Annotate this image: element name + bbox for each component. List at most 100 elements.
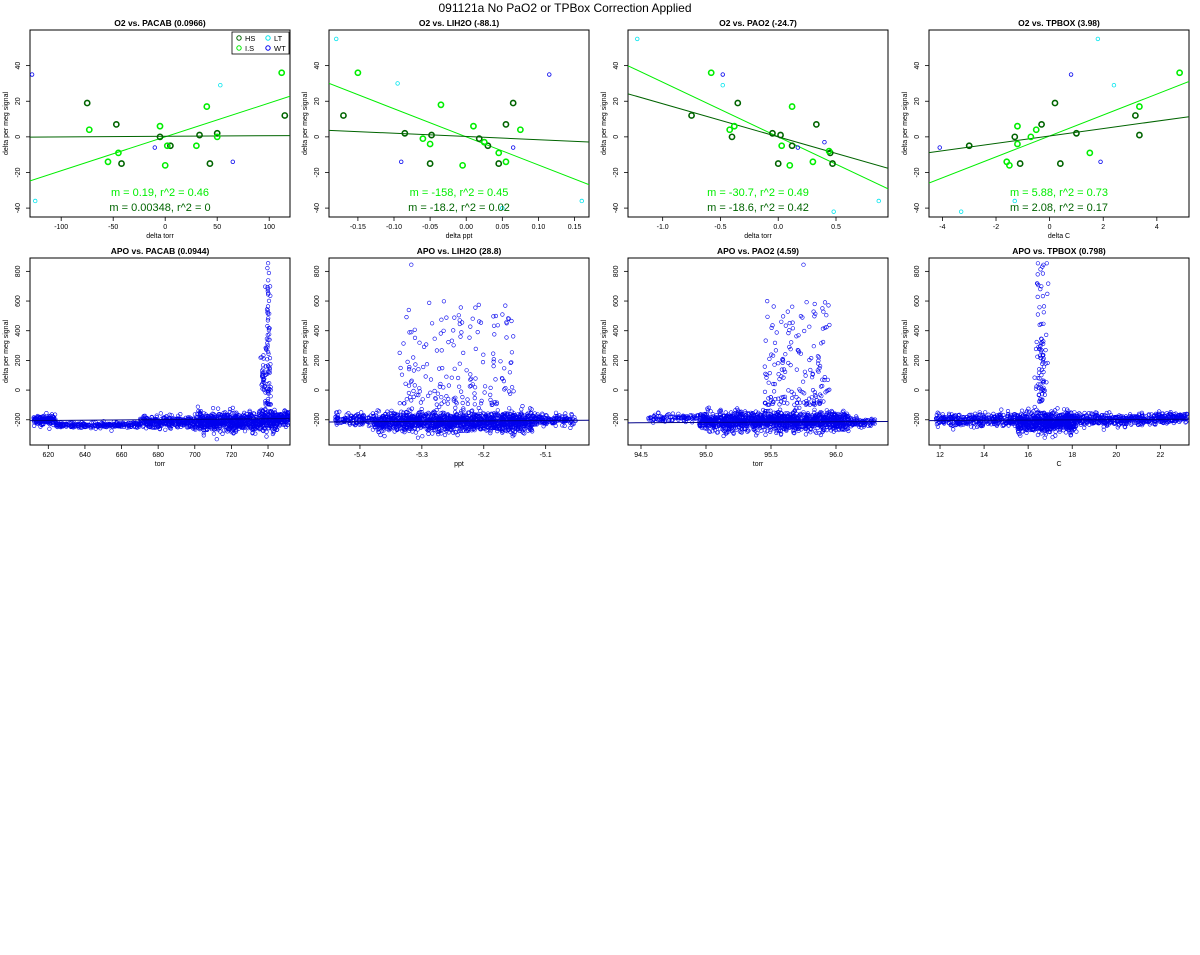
x-tick-label: -100 [54, 224, 68, 231]
panel-title: APO vs. PAO2 (4.59) [717, 246, 799, 256]
y-tick-label: 0 [314, 388, 321, 392]
y-tick-label: 40 [15, 62, 22, 70]
panel-title: O2 vs. PACAB (0.0966) [114, 18, 206, 28]
x-tick-label: 0.10 [532, 224, 546, 231]
x-tick-label: 620 [42, 452, 54, 459]
x-tick-label: -5.1 [540, 452, 552, 459]
y-axis-label: delta per meg signal [3, 320, 10, 383]
y-tick-label: 0 [15, 388, 22, 392]
y-tick-label: 800 [314, 265, 321, 277]
fit-annotation: m = -18.2, r^2 = 0.02 [408, 202, 510, 214]
x-axis-label: delta torr [146, 233, 174, 240]
x-tick-label: 4 [1155, 224, 1159, 231]
y-tick-label: -20 [314, 167, 321, 177]
x-tick-label: 50 [213, 224, 221, 231]
fit-annotation: m = 0.19, r^2 = 0.46 [111, 187, 209, 199]
y-tick-label: 600 [613, 295, 620, 307]
y-axis-label: delta per meg signal [302, 320, 309, 383]
y-tick-label: 20 [15, 97, 22, 105]
x-tick-label: -2 [993, 224, 999, 231]
fit-annotation: m = 0.00348, r^2 = 0 [109, 202, 210, 214]
x-tick-label: 740 [262, 452, 274, 459]
y-tick-label: 40 [914, 62, 921, 70]
y-axis-label: delta per meg signal [302, 92, 309, 155]
panel-title: O2 vs. LIH2O (-88.1) [419, 18, 499, 28]
y-tick-label: 0 [613, 388, 620, 392]
x-tick-label: -0.5 [714, 224, 726, 231]
y-tick-label: 400 [15, 325, 22, 337]
panel-title: APO vs. PACAB (0.0944) [111, 246, 210, 256]
x-tick-label: 0.15 [568, 224, 582, 231]
x-tick-label: 96.0 [829, 452, 843, 459]
x-tick-label: -0.15 [350, 224, 366, 231]
legend-label: LT [274, 34, 283, 43]
legend-label: HS [245, 34, 255, 43]
y-tick-label: -20 [613, 167, 620, 177]
x-tick-label: 94.5 [634, 452, 648, 459]
y-tick-label: -40 [15, 203, 22, 213]
y-tick-label: -40 [613, 203, 620, 213]
x-tick-label: -5.3 [416, 452, 428, 459]
x-axis-label: delta torr [744, 233, 772, 240]
x-tick-label: 660 [116, 452, 128, 459]
panel-title: APO vs. LIH2O (28.8) [417, 246, 502, 256]
y-tick-label: 200 [15, 354, 22, 366]
y-tick-label: 0 [314, 135, 321, 139]
x-tick-label: 0.05 [496, 224, 510, 231]
fit-annotation: m = -18.6, r^2 = 0.42 [707, 202, 809, 214]
y-tick-label: 0 [15, 135, 22, 139]
y-tick-label: 40 [613, 62, 620, 70]
x-tick-label: -5.4 [354, 452, 366, 459]
y-tick-label: 200 [314, 354, 321, 366]
figure-title: 091121a No PaO2 or TPBox Correction Appl… [438, 1, 691, 15]
y-tick-label: 600 [314, 295, 321, 307]
fit-annotation: m = 2.08, r^2 = 0.17 [1010, 202, 1108, 214]
y-tick-label: -40 [914, 203, 921, 213]
x-tick-label: 95.5 [764, 452, 778, 459]
y-tick-label: -200 [314, 413, 321, 427]
y-tick-label: -20 [914, 167, 921, 177]
x-axis-label: delta ppt [446, 233, 473, 240]
y-tick-label: 20 [613, 97, 620, 105]
x-tick-label: 0.5 [831, 224, 841, 231]
x-tick-label: 700 [189, 452, 201, 459]
y-tick-label: -20 [15, 167, 22, 177]
y-axis-label: delta per meg signal [902, 92, 909, 155]
x-tick-label: 95.0 [699, 452, 713, 459]
x-tick-label: 2 [1101, 224, 1105, 231]
x-tick-label: 0 [1048, 224, 1052, 231]
fit-annotation: m = -30.7, r^2 = 0.49 [707, 187, 809, 199]
panel-title: O2 vs. PAO2 (-24.7) [719, 18, 797, 28]
x-tick-label: -50 [108, 224, 118, 231]
x-axis-label: torr [753, 461, 764, 468]
y-tick-label: 600 [15, 295, 22, 307]
x-tick-label: 0.00 [459, 224, 473, 231]
legend-label: WT [274, 44, 286, 53]
y-tick-label: 800 [15, 265, 22, 277]
x-axis-label: delta C [1048, 233, 1070, 240]
legend-label: I.S [245, 44, 254, 53]
x-tick-label: -0.05 [422, 224, 438, 231]
x-tick-label: -5.2 [478, 452, 490, 459]
y-tick-label: 800 [613, 265, 620, 277]
x-tick-label: 0 [163, 224, 167, 231]
x-tick-label: 640 [79, 452, 91, 459]
y-axis-label: delta per meg signal [3, 92, 10, 155]
y-axis-label: delta per meg signal [601, 320, 608, 383]
x-tick-label: -0.10 [386, 224, 402, 231]
x-tick-label: 0.0 [773, 224, 783, 231]
x-tick-label: 680 [152, 452, 164, 459]
fit-annotation: m = 5.88, r^2 = 0.73 [1010, 187, 1108, 199]
y-tick-label: 0 [613, 135, 620, 139]
y-axis-label: delta per meg signal [601, 92, 608, 155]
y-tick-label: 20 [914, 97, 921, 105]
panel-title: O2 vs. TPBOX (3.98) [1018, 18, 1100, 28]
y-tick-label: -40 [314, 203, 321, 213]
y-tick-label: 400 [314, 325, 321, 337]
y-tick-label: 40 [314, 62, 321, 70]
x-axis-label: ppt [454, 461, 464, 468]
x-tick-label: -1.0 [657, 224, 669, 231]
y-tick-label: 200 [613, 354, 620, 366]
